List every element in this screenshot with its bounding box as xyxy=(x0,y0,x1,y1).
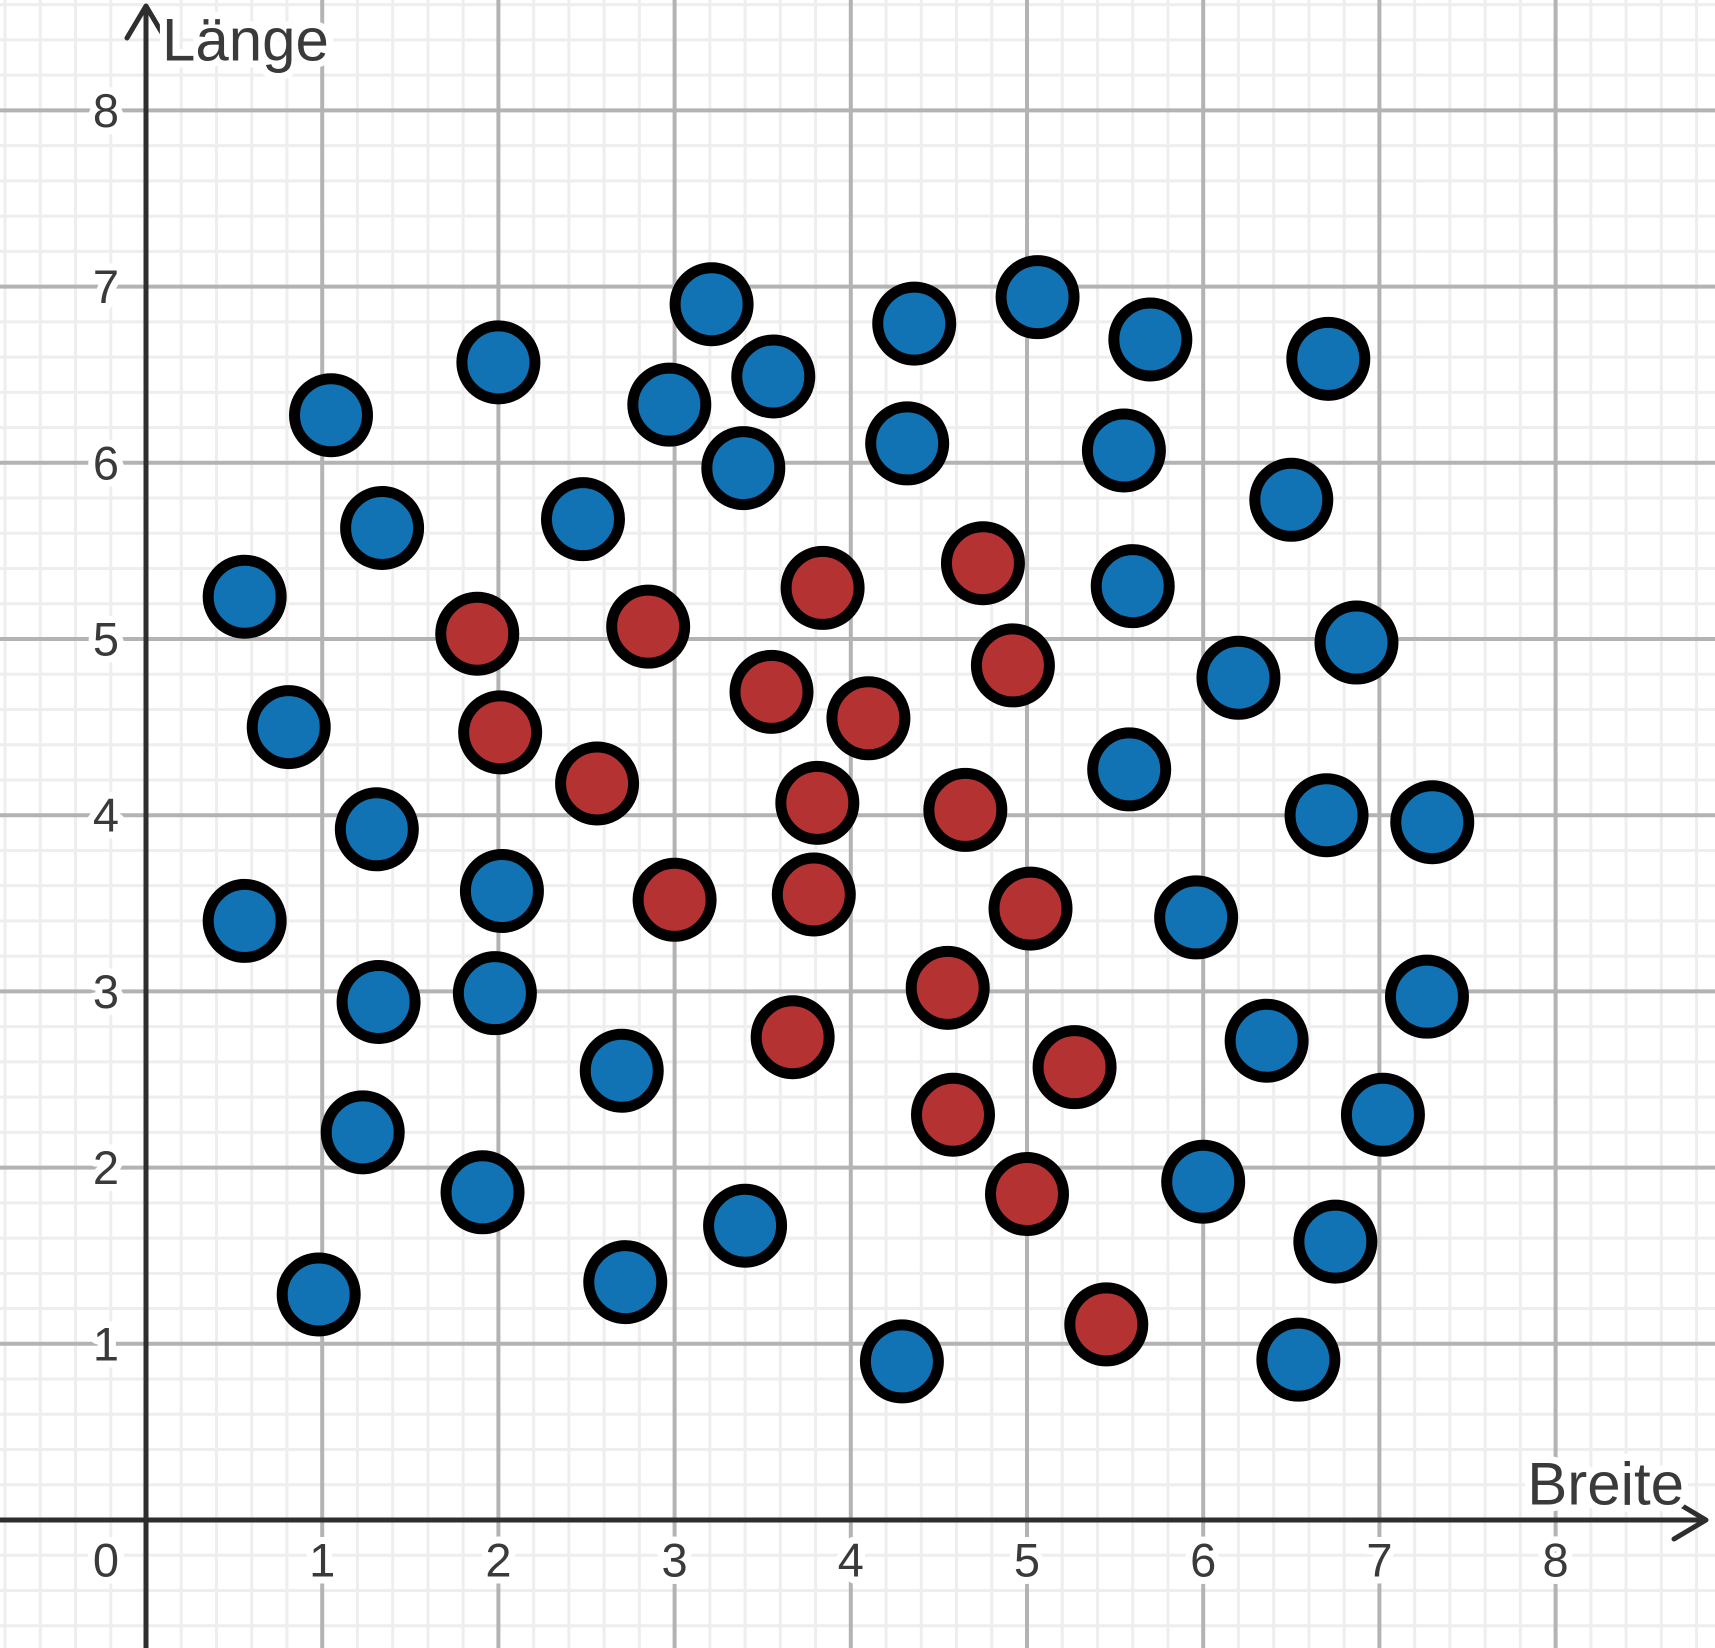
data-point-red[interactable] xyxy=(988,866,1073,951)
data-point-red[interactable] xyxy=(750,995,835,1080)
data-point-blue[interactable] xyxy=(669,262,754,347)
data-point-red[interactable] xyxy=(606,584,691,669)
data-point-blue[interactable] xyxy=(859,1319,944,1404)
data-point-red[interactable] xyxy=(940,521,1025,606)
x-tick-label: 4 xyxy=(838,1534,864,1587)
x-axis-title: Breite xyxy=(1527,1451,1684,1518)
data-point-red[interactable] xyxy=(1032,1025,1117,1110)
data-point-blue[interactable] xyxy=(1249,457,1334,542)
data-point-blue[interactable] xyxy=(320,1090,405,1175)
data-point-blue[interactable] xyxy=(202,878,287,963)
data-point-blue[interactable] xyxy=(1293,1199,1378,1284)
data-point-blue[interactable] xyxy=(456,320,541,405)
data-point-blue[interactable] xyxy=(731,334,816,419)
data-point-blue[interactable] xyxy=(583,1240,668,1325)
x-tick-label: 6 xyxy=(1190,1534,1216,1587)
y-tick-label: 8 xyxy=(93,84,119,137)
data-point-blue[interactable] xyxy=(627,362,712,447)
y-tick-label: 1 xyxy=(93,1317,119,1370)
data-point-blue[interactable] xyxy=(289,373,374,458)
y-axis-title: Länge xyxy=(162,7,329,74)
data-points xyxy=(202,255,1475,1404)
data-point-red[interactable] xyxy=(632,857,717,942)
data-point-red[interactable] xyxy=(775,760,860,845)
data-point-red[interactable] xyxy=(905,945,990,1030)
x-tick-label: 5 xyxy=(1014,1534,1040,1587)
data-point-blue[interactable] xyxy=(202,554,287,639)
data-point-red[interactable] xyxy=(771,852,856,937)
data-point-blue[interactable] xyxy=(459,848,544,933)
data-point-red[interactable] xyxy=(729,649,814,734)
data-point-red[interactable] xyxy=(555,741,640,826)
data-point-blue[interactable] xyxy=(1284,773,1369,858)
data-point-blue[interactable] xyxy=(1087,727,1172,812)
data-point-blue[interactable] xyxy=(340,485,425,570)
data-point-blue[interactable] xyxy=(865,401,950,486)
data-point-blue[interactable] xyxy=(995,255,1080,340)
axes xyxy=(0,3,1709,1648)
data-point-blue[interactable] xyxy=(872,281,957,366)
data-point-blue[interactable] xyxy=(1340,1072,1425,1157)
data-point-blue[interactable] xyxy=(452,951,537,1036)
data-point-blue[interactable] xyxy=(1154,875,1239,960)
data-point-blue[interactable] xyxy=(334,787,419,872)
x-tick-label: 3 xyxy=(662,1534,688,1587)
x-tick-label: 7 xyxy=(1366,1534,1392,1587)
data-point-blue[interactable] xyxy=(579,1028,664,1113)
data-point-red[interactable] xyxy=(970,623,1055,708)
data-point-blue[interactable] xyxy=(246,685,331,770)
data-point-blue[interactable] xyxy=(701,426,786,511)
x-tick-label: 8 xyxy=(1543,1534,1569,1587)
data-point-red[interactable] xyxy=(435,591,520,676)
data-point-blue[interactable] xyxy=(1384,954,1469,1039)
data-point-red[interactable] xyxy=(910,1072,995,1157)
data-point-blue[interactable] xyxy=(1108,297,1193,382)
data-point-blue[interactable] xyxy=(1286,316,1371,401)
data-point-blue[interactable] xyxy=(1314,600,1399,685)
data-point-red[interactable] xyxy=(458,690,543,775)
data-point-red[interactable] xyxy=(1064,1282,1149,1367)
data-point-red[interactable] xyxy=(985,1152,1069,1237)
data-point-blue[interactable] xyxy=(1196,635,1281,720)
data-point-red[interactable] xyxy=(780,545,865,630)
data-point-blue[interactable] xyxy=(336,959,421,1044)
data-point-blue[interactable] xyxy=(1390,780,1475,865)
data-point-blue[interactable] xyxy=(1161,1139,1246,1224)
data-point-blue[interactable] xyxy=(703,1183,788,1268)
data-point-blue[interactable] xyxy=(1081,408,1166,493)
y-tick-label: 6 xyxy=(93,436,119,489)
data-point-blue[interactable] xyxy=(1090,544,1175,629)
data-point-blue[interactable] xyxy=(1256,1317,1341,1402)
data-point-red[interactable] xyxy=(923,767,1008,852)
data-point-blue[interactable] xyxy=(540,477,625,562)
y-tick-label: 4 xyxy=(93,789,119,842)
y-tick-label: 2 xyxy=(93,1141,119,1194)
x-tick-label: 1 xyxy=(309,1534,335,1587)
data-point-red[interactable] xyxy=(826,676,911,761)
data-point-blue[interactable] xyxy=(1224,998,1309,1083)
data-point-blue[interactable] xyxy=(440,1150,525,1235)
y-tick-label: 7 xyxy=(93,260,119,313)
origin-label: 0 xyxy=(93,1534,119,1587)
x-tick-label: 2 xyxy=(485,1534,511,1587)
data-point-blue[interactable] xyxy=(276,1252,361,1337)
y-tick-label: 3 xyxy=(93,965,119,1018)
y-tick-label: 5 xyxy=(93,613,119,666)
